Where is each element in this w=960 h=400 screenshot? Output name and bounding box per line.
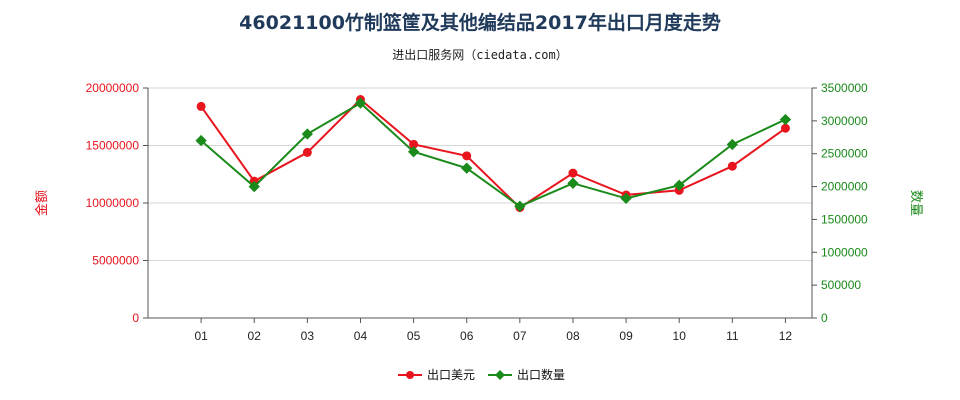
data-point-export-usd [727, 161, 737, 171]
right-tick-label: 2500000 [821, 147, 868, 161]
series-line-export-quantity [200, 101, 786, 208]
x-tick-label: 01 [194, 329, 208, 343]
legend-label: 出口数量 [517, 367, 565, 382]
chart-title: 46021100竹制篮筐及其他编结品2017年出口月度走势 [239, 12, 721, 34]
x-tick-label: 11 [726, 329, 739, 343]
right-tick-label: 2000000 [821, 180, 868, 194]
data-point-export-quantity [248, 180, 260, 193]
data-point-export-usd [409, 139, 419, 149]
right-axis-title: 数量 [908, 190, 923, 216]
x-tick-label: 03 [301, 329, 315, 343]
right-tick-label: 3500000 [821, 81, 868, 95]
x-tick-label: 12 [779, 329, 793, 343]
grid-layer [148, 87, 812, 261]
data-point-export-quantity [407, 146, 420, 158]
x-tick-label: 04 [354, 329, 368, 343]
x-tick-label: 05 [407, 329, 421, 343]
data-point-export-quantity [195, 134, 207, 147]
data-point-export-quantity [726, 138, 738, 151]
data-point-export-usd [302, 147, 312, 157]
left-tick-label: 10000000 [86, 196, 140, 210]
left-tick-label: 20000000 [86, 81, 140, 95]
x-tick-label: 09 [619, 329, 633, 343]
right-tick-label: 3000000 [821, 114, 868, 128]
data-point-export-quantity [301, 128, 314, 140]
x-tick-label: 08 [566, 329, 580, 343]
data-point-export-usd [780, 123, 790, 133]
chart-subtitle: 进出口服务网（ciedata.com） [392, 48, 568, 62]
axes-layer: 0 5000000 10000000 15000000 20000000 0 500000 1… [34, 81, 923, 343]
left-axis-title: 金额 [34, 190, 50, 216]
right-tick-label: 0 [821, 311, 828, 325]
series-layer [195, 95, 792, 213]
left-tick-label: 0 [132, 311, 139, 325]
data-point-export-quantity [673, 179, 685, 191]
data-point-export-usd [568, 168, 578, 178]
data-point-export-quantity [514, 200, 526, 212]
legend-label: 出口美元 [427, 368, 475, 382]
legend: 出口美元 出口数量 [398, 367, 565, 382]
data-point-export-quantity [779, 113, 792, 126]
x-tick-label: 07 [513, 329, 527, 343]
data-point-export-quantity [567, 177, 579, 189]
series-line-export-usd [200, 98, 786, 209]
data-point-export-quantity [620, 192, 632, 205]
x-tick-label: 10 [673, 329, 687, 343]
left-tick-label: 5000000 [92, 254, 139, 268]
x-tick-label: 02 [248, 329, 262, 343]
right-tick-label: 1000000 [821, 245, 868, 259]
right-tick-label: 1500000 [821, 212, 868, 226]
right-tick-label: 500000 [821, 278, 861, 292]
data-point-export-usd [196, 101, 206, 111]
data-point-export-quantity [461, 162, 473, 174]
data-point-export-usd [462, 151, 472, 161]
left-tick-label: 15000000 [86, 139, 140, 153]
x-tick-label: 06 [460, 329, 474, 343]
legend-marker [495, 370, 505, 380]
legend-marker [406, 371, 414, 379]
